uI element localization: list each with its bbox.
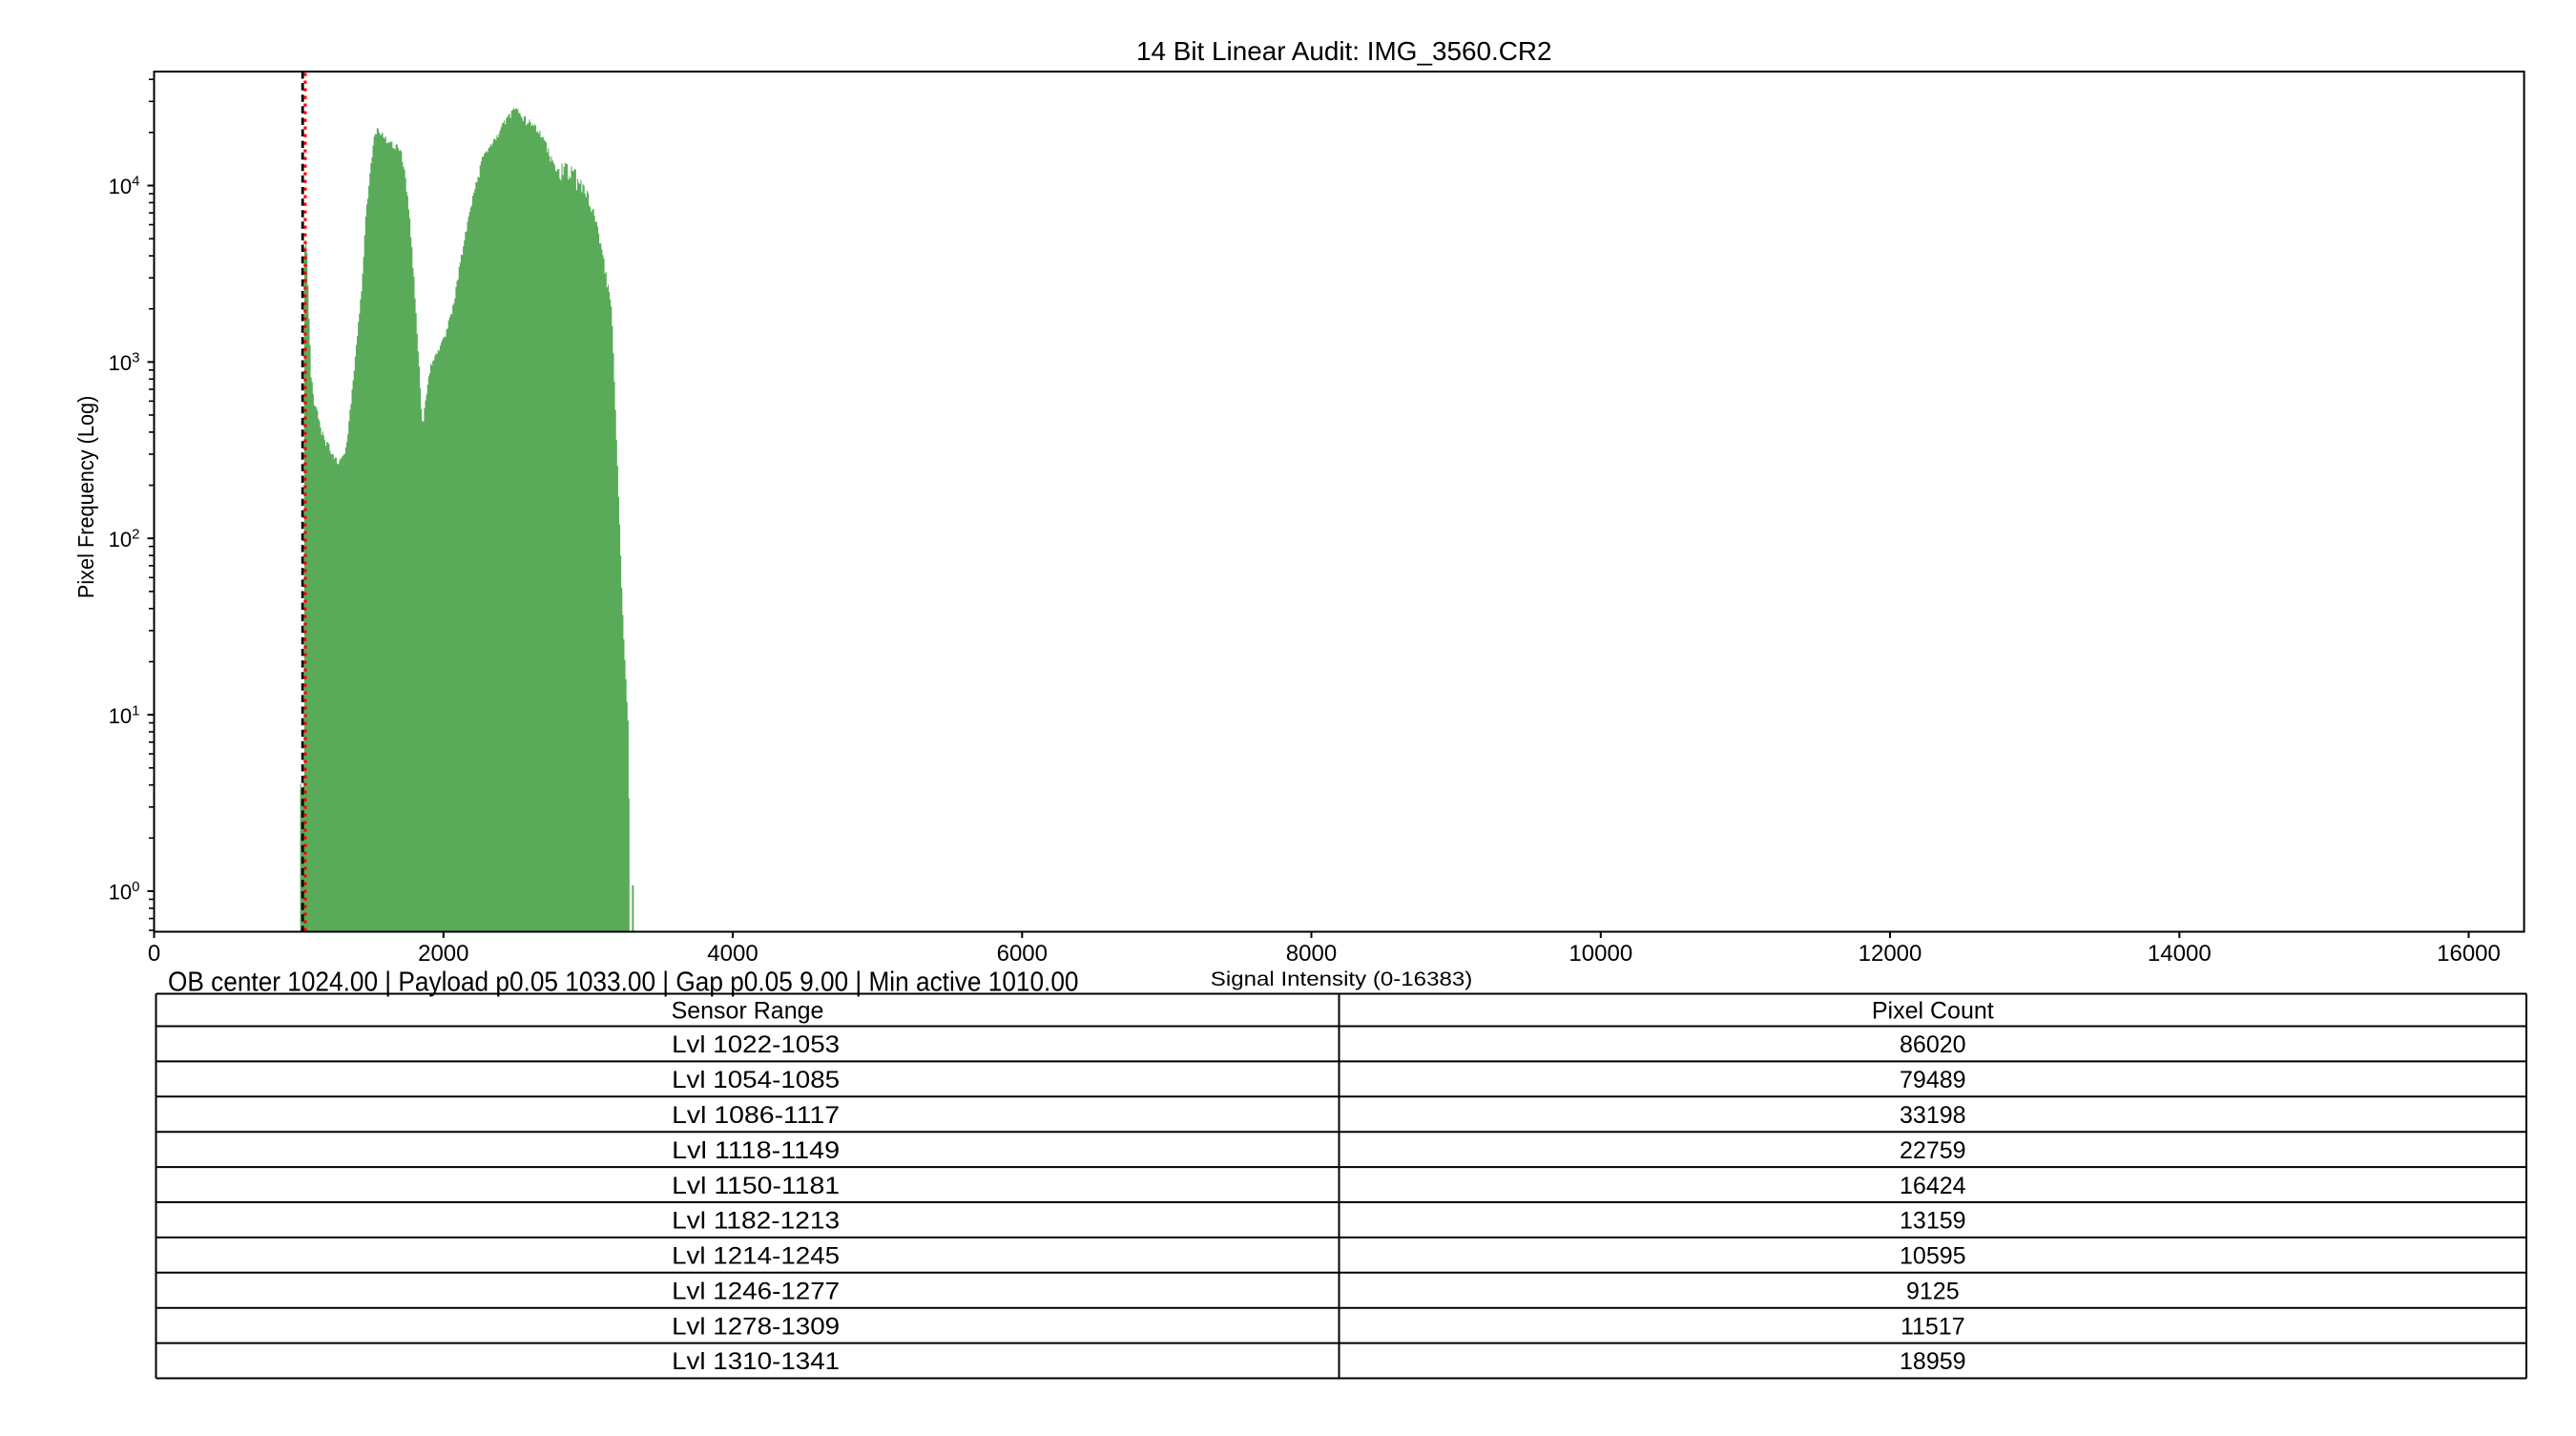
svg-text:12000: 12000 (1859, 941, 1922, 967)
svg-text:Lvl 1310-1341: Lvl 1310-1341 (672, 1348, 840, 1375)
svg-text:Lvl 1278-1309: Lvl 1278-1309 (672, 1313, 840, 1340)
svg-text:0: 0 (148, 941, 160, 967)
svg-text:8000: 8000 (1286, 941, 1337, 967)
svg-text:Lvl 1150-1181: Lvl 1150-1181 (672, 1173, 840, 1199)
svg-text:Lvl 1182-1213: Lvl 1182-1213 (672, 1208, 840, 1235)
svg-text:13159: 13159 (1900, 1208, 1966, 1235)
svg-text:18959: 18959 (1900, 1348, 1966, 1375)
svg-text:6000: 6000 (997, 941, 1048, 967)
svg-text:16424: 16424 (1900, 1173, 1966, 1199)
svg-text:OB center 1024.00 | Payload p0: OB center 1024.00 | Payload p0.05 1033.0… (168, 968, 1079, 998)
svg-text:Lvl 1054-1085: Lvl 1054-1085 (672, 1067, 840, 1093)
svg-text:Lvl 1214-1245: Lvl 1214-1245 (672, 1243, 840, 1270)
svg-text:Lvl 1118-1149: Lvl 1118-1149 (672, 1137, 840, 1164)
svg-text:33198: 33198 (1900, 1102, 1966, 1129)
svg-text:Pixel Count: Pixel Count (1872, 998, 1994, 1025)
svg-text:4000: 4000 (707, 941, 758, 967)
svg-text:2000: 2000 (418, 941, 468, 967)
svg-text:Lvl 1246-1277: Lvl 1246-1277 (672, 1279, 840, 1305)
svg-text:Signal Intensity (0-16383): Signal Intensity (0-16383) (1211, 968, 1473, 990)
svg-text:22759: 22759 (1900, 1137, 1966, 1164)
svg-text:11517: 11517 (1901, 1313, 1965, 1340)
svg-text:9125: 9125 (1906, 1279, 1960, 1305)
svg-text:Sensor Range: Sensor Range (672, 998, 824, 1025)
svg-text:10000: 10000 (1568, 941, 1632, 967)
svg-text:16000: 16000 (2437, 941, 2501, 967)
svg-text:79489: 79489 (1900, 1067, 1966, 1093)
svg-text:14 Bit Linear Audit: IMG_3560.: 14 Bit Linear Audit: IMG_3560.CR2 (1136, 36, 1552, 66)
svg-text:10595: 10595 (1900, 1243, 1966, 1270)
svg-text:Lvl 1086-1117: Lvl 1086-1117 (672, 1102, 840, 1129)
svg-text:Pixel Frequency (Log): Pixel Frequency (Log) (73, 396, 98, 599)
svg-text:14000: 14000 (2148, 941, 2212, 967)
svg-text:86020: 86020 (1900, 1031, 1966, 1058)
svg-text:Lvl 1022-1053: Lvl 1022-1053 (672, 1031, 840, 1058)
